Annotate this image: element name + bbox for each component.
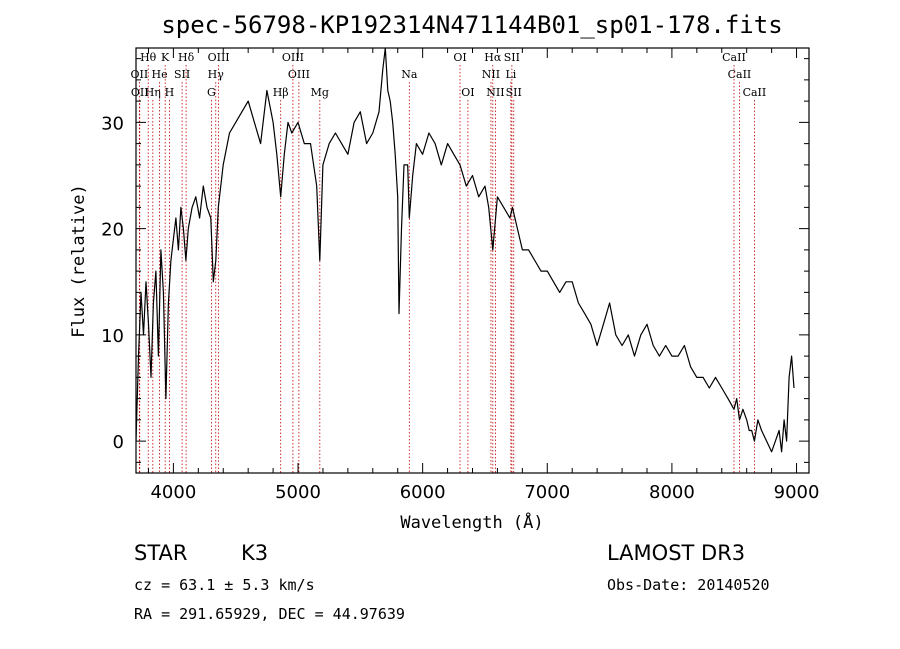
y-axis: 0 10 20 30 [101,58,809,463]
line-label-7: SII [504,51,520,64]
line-label-4: OIII [282,51,304,64]
y-tick-label: 20 [101,220,124,241]
spectrum-line [136,48,795,453]
line-label-5: OI [453,51,466,64]
chart-title: spec-56798-KP192314N471144B01_sp01-178.f… [161,11,782,39]
x-tick-label: 7000 [524,482,570,503]
x-tick-label: 8000 [649,482,695,503]
x-tick-label: 6000 [400,482,446,503]
line-label-0: Hθ [140,51,157,64]
plot-frame [135,47,810,474]
line-label-6: Hα [484,51,502,64]
x-axis: 4000 5000 6000 7000 8000 9000 [147,48,820,503]
line-label-27: CaII [743,86,767,99]
line-label-9: OII [131,68,149,81]
line-label-14: Na [401,68,418,81]
line-label-24: OI [461,86,474,99]
line-label-13: OIII [288,68,310,81]
line-label-20: H [165,86,175,99]
y-tick-label: 0 [113,432,124,453]
line-label-12: Hγ [208,68,225,81]
emission-line-markers [138,65,755,473]
x-tick-label: 4000 [150,482,196,503]
y-axis-label: Flux (relative) [69,184,89,338]
x-tick-label: 9000 [774,482,820,503]
line-label-16: Li [505,68,516,81]
line-label-25: NII [486,86,504,99]
line-label-1: K [161,51,170,64]
star-class: STAR [134,541,187,565]
line-label-22: Hβ [273,86,289,99]
line-label-18: OII [131,86,149,99]
line-label-10: He [152,68,168,81]
line-label-21: G [207,86,216,99]
line-label-15: NII [482,68,500,81]
line-label-23: Mg [311,86,329,99]
line-label-17: CaII [728,68,752,81]
survey-name: LAMOST DR3 [607,541,745,565]
line-label-3: OIII [208,51,230,64]
star-subclass: K3 [241,541,268,565]
redshift-velocity: cz = 63.1 ± 5.3 km/s [134,576,315,594]
line-label-26: SII [506,86,522,99]
line-label-2: Hδ [178,51,195,64]
coordinates: RA = 291.65929, DEC = 44.97639 [134,605,405,623]
x-axis-label: Wavelength (Å) [400,511,543,533]
line-label-19: Hη [145,86,161,99]
x-tick-label: 5000 [275,482,321,503]
line-label-11: SII [174,68,190,81]
y-tick-label: 30 [101,113,124,134]
y-tick-label: 10 [101,326,124,347]
line-label-8: CaII [722,51,746,64]
observation-date: Obs-Date: 20140520 [607,576,770,594]
